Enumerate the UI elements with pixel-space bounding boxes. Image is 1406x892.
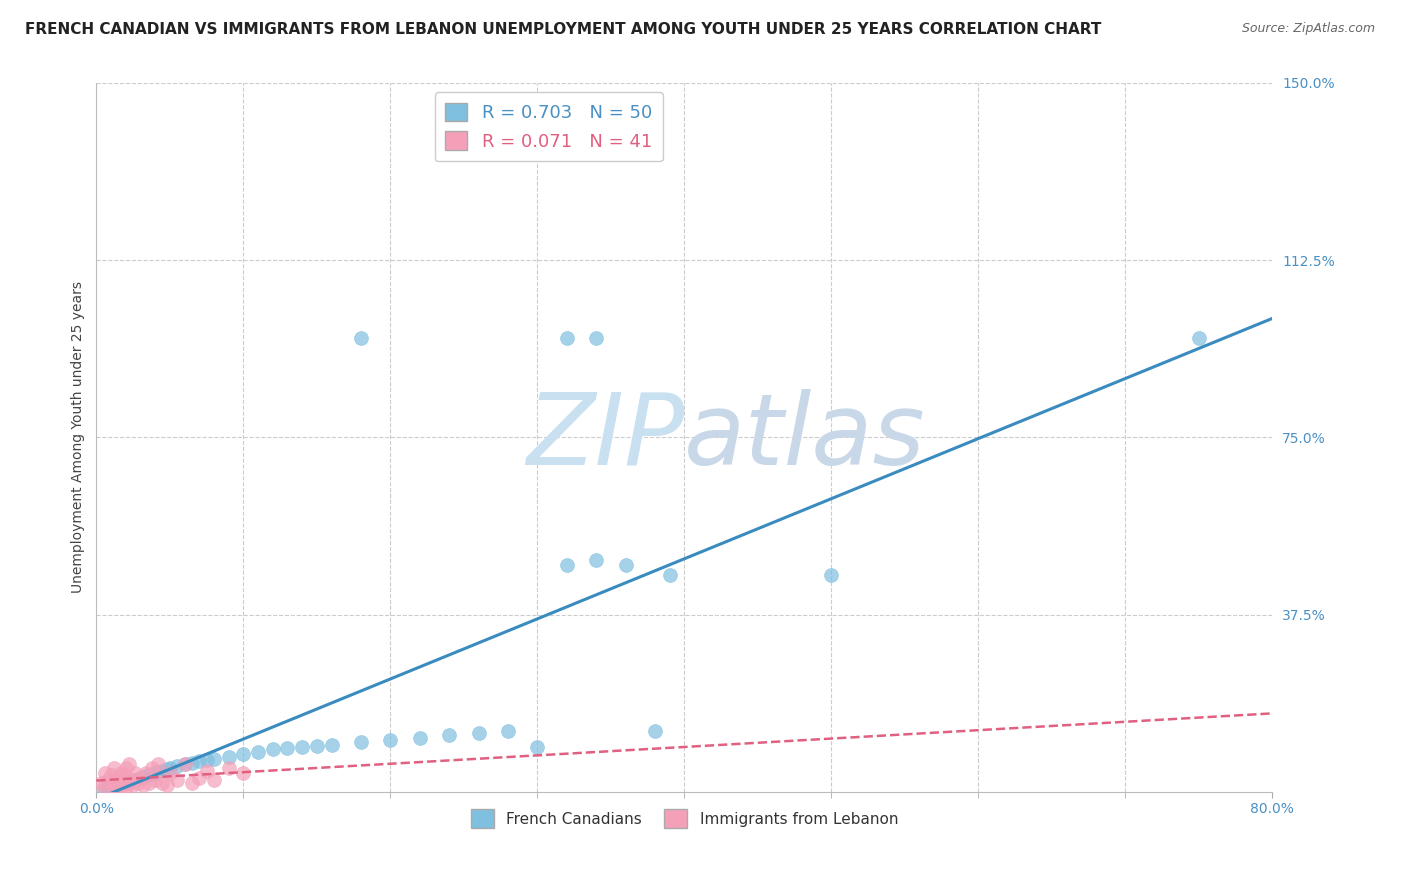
Point: [103, 778, 125, 792]
Point: [135, 766, 157, 780]
Point: [173, 756, 195, 771]
Point: [143, 766, 166, 780]
Point: [124, 766, 146, 780]
Text: atlas: atlas: [685, 389, 927, 486]
Point: [658, 567, 681, 582]
Point: [159, 766, 181, 780]
Point: [156, 762, 179, 776]
Point: [188, 754, 211, 768]
Text: ZIP: ZIP: [526, 389, 685, 486]
Point: [202, 773, 225, 788]
Point: [143, 773, 166, 788]
Point: [146, 756, 169, 771]
Point: [104, 775, 127, 789]
Point: [1188, 331, 1211, 345]
Point: [100, 768, 122, 782]
Point: [526, 740, 548, 755]
Point: [93, 782, 115, 797]
Point: [114, 775, 136, 789]
Point: [195, 753, 218, 767]
Point: [232, 747, 254, 761]
Point: [110, 766, 132, 780]
Point: [122, 773, 145, 788]
Point: [188, 771, 211, 785]
Point: [180, 775, 202, 789]
Point: [107, 780, 129, 795]
Point: [118, 756, 141, 771]
Point: [496, 723, 519, 738]
Legend: French Canadians, Immigrants from Lebanon: French Canadians, Immigrants from Lebano…: [464, 803, 904, 834]
Point: [129, 771, 152, 785]
Point: [141, 761, 163, 775]
Point: [97, 773, 120, 788]
Point: [132, 770, 155, 784]
Point: [614, 558, 637, 572]
Point: [321, 738, 343, 752]
Point: [437, 728, 460, 742]
Point: [138, 775, 160, 789]
Text: FRENCH CANADIAN VS IMMIGRANTS FROM LEBANON UNEMPLOYMENT AMONG YOUTH UNDER 25 YEA: FRENCH CANADIAN VS IMMIGRANTS FROM LEBAN…: [25, 22, 1102, 37]
Point: [555, 331, 578, 345]
Point: [218, 761, 240, 775]
Point: [152, 764, 174, 778]
Point: [141, 767, 163, 781]
Point: [232, 766, 254, 780]
Point: [103, 779, 125, 793]
Point: [114, 761, 136, 775]
Point: [108, 773, 131, 788]
Point: [118, 774, 141, 789]
Point: [247, 745, 270, 759]
Point: [202, 752, 225, 766]
Point: [103, 761, 125, 775]
Point: [276, 741, 298, 756]
Text: Source: ZipAtlas.com: Source: ZipAtlas.com: [1241, 22, 1375, 36]
Point: [159, 761, 181, 775]
Point: [114, 780, 136, 795]
Point: [105, 771, 128, 785]
Point: [127, 772, 149, 786]
Point: [127, 775, 149, 789]
Point: [180, 756, 202, 770]
Point: [585, 331, 607, 345]
Point: [152, 775, 174, 789]
Point: [100, 780, 122, 795]
Point: [156, 778, 179, 792]
Y-axis label: Unemployment Among Youth under 25 years: Unemployment Among Youth under 25 years: [72, 282, 86, 593]
Point: [262, 742, 284, 756]
Point: [93, 780, 115, 795]
Point: [555, 558, 578, 572]
Point: [409, 731, 432, 745]
Point: [146, 765, 169, 780]
Point: [467, 726, 489, 740]
Point: [305, 739, 328, 753]
Point: [173, 756, 195, 771]
Point: [107, 778, 129, 792]
Point: [100, 780, 122, 795]
Point: [166, 759, 188, 773]
Point: [644, 723, 666, 738]
Point: [111, 776, 134, 790]
Point: [350, 331, 373, 345]
Point: [97, 781, 120, 796]
Point: [380, 733, 402, 747]
Point: [111, 778, 134, 792]
Point: [118, 775, 141, 789]
Point: [166, 773, 188, 788]
Point: [112, 768, 135, 782]
Point: [218, 749, 240, 764]
Point: [350, 735, 373, 749]
Point: [122, 778, 145, 792]
Point: [820, 567, 842, 582]
Point: [195, 764, 218, 778]
Point: [94, 766, 117, 780]
Point: [90, 775, 112, 789]
Point: [136, 768, 159, 782]
Point: [585, 553, 607, 567]
Point: [132, 778, 155, 792]
Point: [121, 773, 143, 788]
Point: [291, 740, 314, 755]
Point: [129, 771, 152, 785]
